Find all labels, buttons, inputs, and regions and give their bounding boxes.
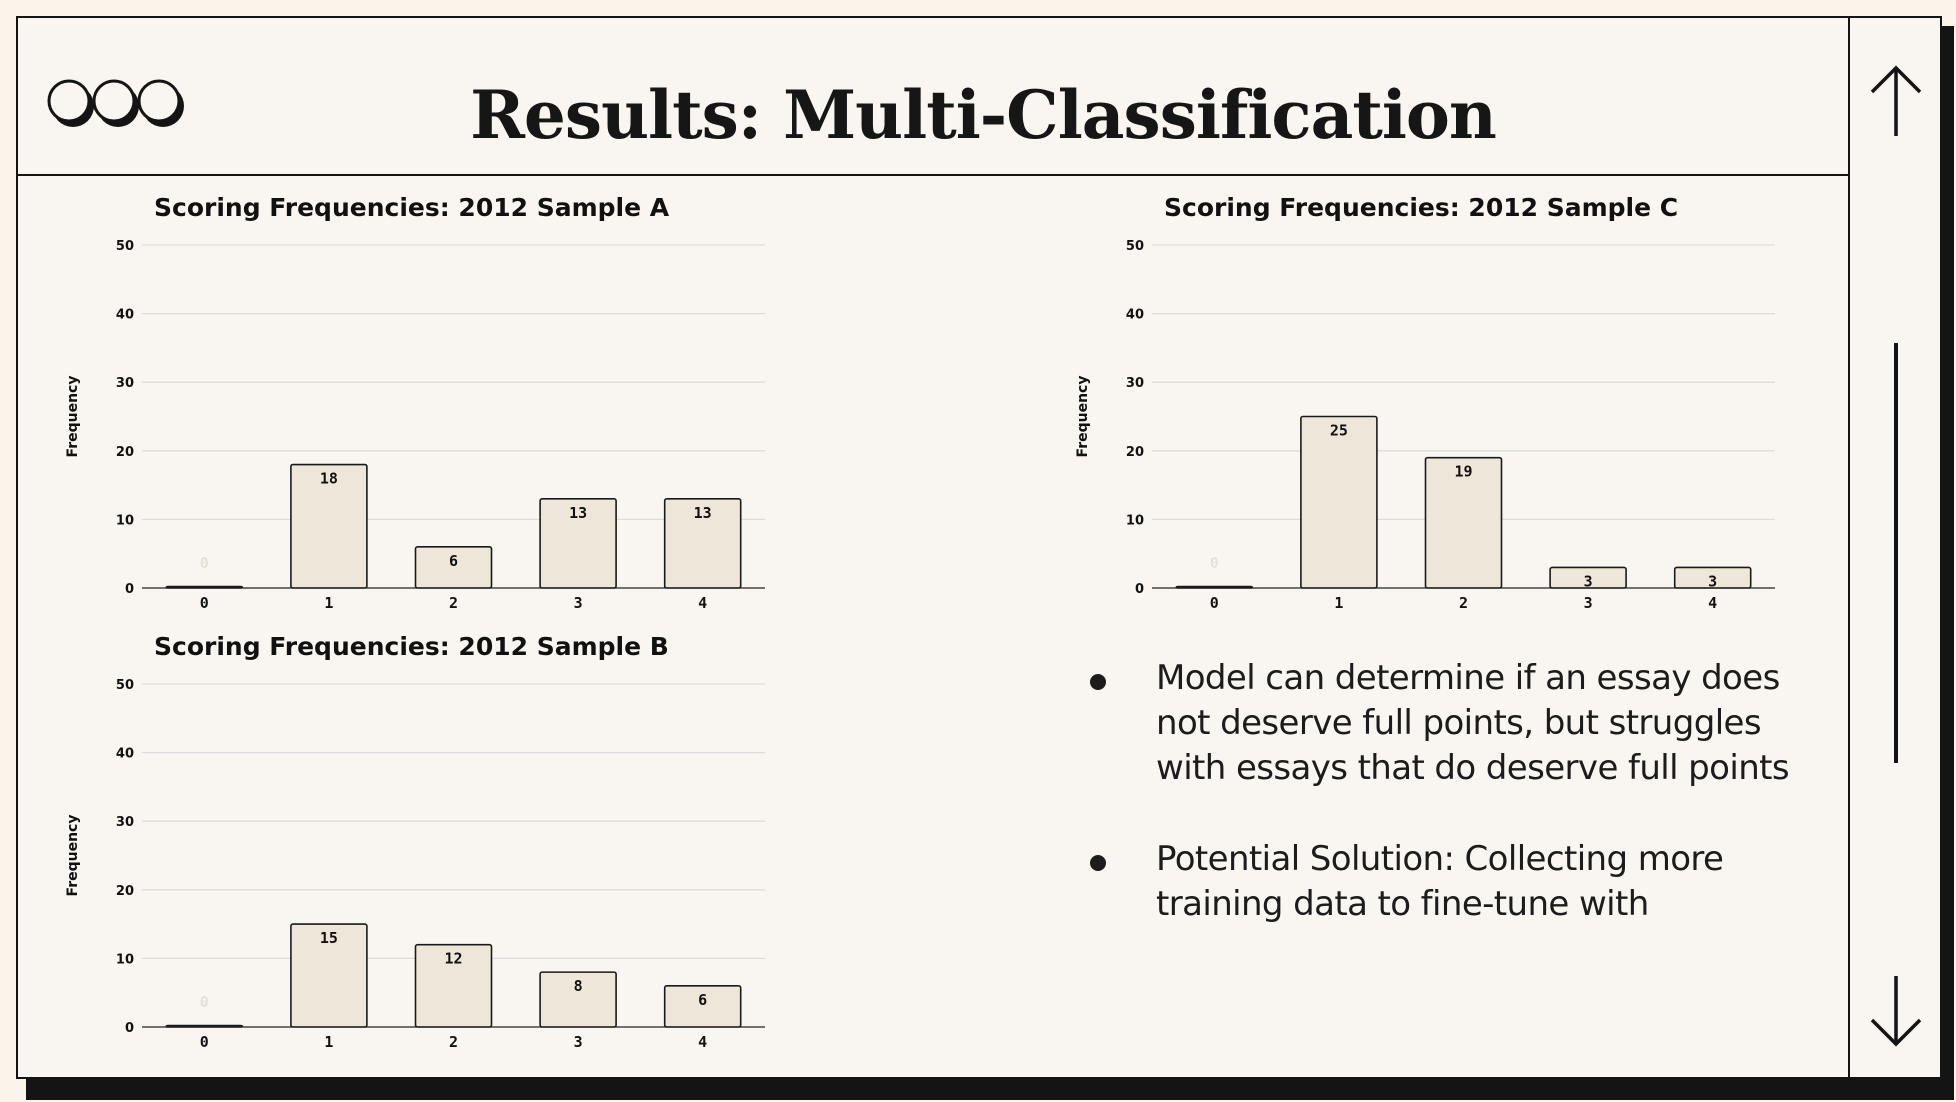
bar-data-label: 3 [1584, 572, 1593, 590]
bullet-text: Potential Solution: Collecting more trai… [1156, 839, 1724, 924]
x-tick-label: 3 [574, 594, 583, 612]
x-tick-label: 0 [200, 1033, 209, 1051]
x-tick-label: 3 [1584, 594, 1593, 612]
slide: Results: Multi-Classification [16, 16, 1942, 1079]
y-tick-label: 40 [116, 747, 134, 762]
y-tick-label: 50 [116, 678, 134, 693]
y-tick-label: 10 [116, 513, 134, 528]
y-tick-label: 40 [116, 308, 134, 323]
bar-data-label: 25 [1330, 422, 1348, 440]
three-circles-logo-icon [47, 79, 184, 127]
bullet-text: Model can determine if an essay does not… [1156, 658, 1790, 788]
x-tick-label: 0 [1210, 594, 1219, 612]
bar-data-label: 3 [1708, 572, 1717, 590]
y-tick-label: 30 [116, 376, 134, 391]
bar-data-label: 15 [320, 929, 338, 947]
x-tick-label: 2 [449, 1033, 458, 1051]
chart-sample-a-svg: Scoring Frequencies: 2012 Sample A Freque… [65, 193, 765, 612]
y-tick-label: 30 [1126, 376, 1144, 391]
chart-sample-a: Scoring Frequencies: 2012 Sample A Freque… [60, 188, 780, 618]
scroll-track[interactable] [1894, 343, 1898, 763]
y-axis-label: Frequency [65, 376, 81, 458]
y-tick-label: 50 [116, 239, 134, 254]
x-tick-label: 2 [1459, 594, 1468, 612]
chart-title: Scoring Frequencies: 2012 Sample A [154, 193, 670, 222]
x-tick-label: 1 [324, 1033, 333, 1051]
x-tick-label: 4 [698, 594, 707, 612]
x-tick-label: 4 [698, 1033, 707, 1051]
page-title: Results: Multi-Classification [470, 76, 1497, 154]
y-tick-label: 0 [125, 1021, 134, 1036]
sidebar-nav [1848, 18, 1942, 1077]
arrow-up-icon[interactable] [1866, 62, 1926, 142]
y-tick-label: 20 [116, 884, 134, 899]
y-tick-label: 10 [1126, 513, 1144, 528]
bullet-dot-icon [1090, 855, 1106, 871]
slide-header [18, 18, 1850, 176]
chart-sample-c: Scoring Frequencies: 2012 Sample C Freque… [1070, 188, 1790, 618]
y-axis-label: Frequency [65, 815, 81, 897]
chart-sample-b: Scoring Frequencies: 2012 Sample B Freque… [60, 627, 780, 1057]
bar-data-label: 0 [1210, 554, 1219, 572]
bar [1300, 415, 1378, 589]
y-tick-label: 0 [1135, 582, 1144, 597]
x-tick-label: 2 [449, 594, 458, 612]
x-tick-label: 4 [1708, 594, 1717, 612]
y-tick-label: 10 [116, 952, 134, 967]
bullet-item: Potential Solution: Collecting more trai… [1090, 837, 1810, 927]
bar-data-label: 0 [200, 554, 209, 572]
chart-sample-c-svg: Scoring Frequencies: 2012 Sample C Freque… [1075, 193, 1775, 612]
bar-data-label: 13 [569, 504, 587, 522]
bar-data-label: 12 [444, 950, 462, 968]
y-tick-label: 20 [1126, 445, 1144, 460]
bar-data-label: 18 [320, 470, 338, 488]
bar-data-label: 13 [694, 504, 712, 522]
bullet-dot-icon [1090, 674, 1106, 690]
y-tick-label: 0 [125, 582, 134, 597]
bullet-item: Model can determine if an essay does not… [1090, 656, 1810, 791]
bar-data-label: 8 [574, 977, 583, 995]
y-axis-label: Frequency [1075, 376, 1091, 458]
x-tick-label: 1 [324, 594, 333, 612]
chart-title: Scoring Frequencies: 2012 Sample C [1164, 193, 1678, 222]
x-tick-label: 3 [574, 1033, 583, 1051]
y-tick-label: 50 [1126, 239, 1144, 254]
y-tick-label: 20 [116, 445, 134, 460]
bar-data-label: 0 [200, 993, 209, 1011]
y-tick-label: 30 [116, 815, 134, 830]
x-tick-label: 0 [200, 594, 209, 612]
bullet-list: Model can determine if an essay does not… [1090, 656, 1810, 973]
y-tick-label: 40 [1126, 308, 1144, 323]
chart-title: Scoring Frequencies: 2012 Sample B [154, 632, 669, 661]
bar-data-label: 6 [449, 552, 458, 570]
bar-data-label: 19 [1454, 463, 1472, 481]
arrow-down-icon[interactable] [1866, 972, 1926, 1052]
chart-sample-b-svg: Scoring Frequencies: 2012 Sample B Freque… [65, 632, 765, 1051]
bar-data-label: 6 [698, 991, 707, 1009]
x-tick-label: 1 [1334, 594, 1343, 612]
